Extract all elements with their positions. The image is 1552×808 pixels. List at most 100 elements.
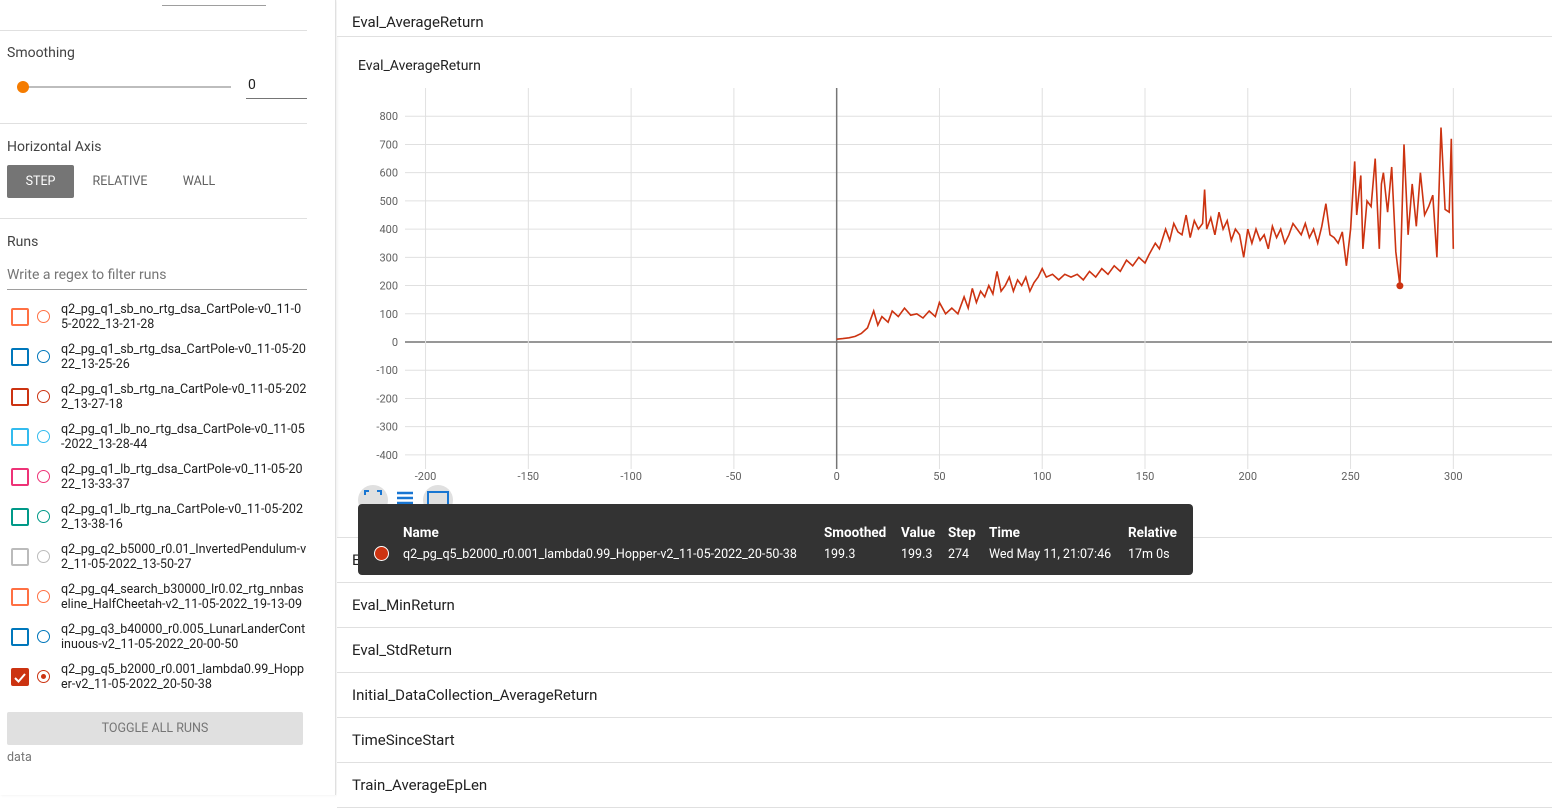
data-table-icon[interactable] — [397, 491, 413, 505]
separator — [0, 218, 307, 219]
run-checkbox[interactable] — [11, 468, 29, 486]
run-name: q2_pg_q1_sb_rtg_na_CartPole-v0_11-05-202… — [61, 382, 307, 412]
y-tick-label: -200 — [376, 392, 398, 405]
run-color[interactable] — [37, 390, 50, 403]
run-checkbox[interactable] — [11, 668, 29, 686]
run-checkbox[interactable] — [11, 508, 29, 526]
run-checkbox[interactable] — [11, 588, 29, 606]
x-tick-label: 300 — [1444, 470, 1463, 483]
x-tick-label: -150 — [518, 470, 540, 483]
run-item: q2_pg_q1_lb_no_rtg_dsa_CartPole-v0_11-05… — [0, 422, 320, 462]
input-underline — [162, 5, 266, 6]
sidebar: Smoothing 0 Horizontal Axis STEP RELATIVE… — [0, 0, 336, 795]
y-tick-label: 0 — [392, 336, 398, 349]
x-tick-label: 50 — [933, 470, 945, 483]
section-title: Initial_DataCollection_AverageReturn — [352, 686, 598, 704]
y-tick-label: -300 — [376, 421, 398, 434]
run-checkbox[interactable] — [11, 308, 29, 326]
runs-label: Runs — [7, 234, 39, 250]
tooltip-cell: Wed May 11, 21:07:46 — [989, 547, 1112, 562]
chart-card: Eval_AverageReturn -400 -300 -200 -100 0 100 2… — [337, 37, 1552, 538]
run-name: q2_pg_q4_search_b30000_lr0.02_rtg_nnbase… — [61, 582, 304, 612]
slider-track[interactable] — [22, 86, 231, 88]
input-underline — [246, 98, 307, 99]
y-tick-label: 500 — [379, 195, 398, 208]
section-header[interactable]: TimeSinceStart — [337, 718, 1552, 763]
chart-title: Eval_AverageReturn — [358, 58, 481, 74]
run-checkbox[interactable] — [11, 348, 29, 366]
smoothing-value[interactable]: 0 — [248, 77, 256, 93]
y-tick-label: -400 — [376, 449, 398, 462]
section-header[interactable]: Eval_MinReturn — [337, 583, 1552, 628]
fullscreen-icon[interactable] — [364, 490, 382, 510]
x-tick-label: 150 — [1136, 470, 1155, 483]
run-color[interactable] — [37, 310, 50, 323]
data-dir: data — [7, 750, 32, 765]
tooltip-header: Smoothed — [824, 525, 887, 541]
x-tick-label: 200 — [1239, 470, 1258, 483]
x-tick-label: -100 — [620, 470, 642, 483]
section-title: TimeSinceStart — [352, 731, 455, 749]
run-color[interactable] — [37, 470, 50, 483]
tooltip-cell: 199.3 — [901, 547, 933, 562]
run-checkbox[interactable] — [11, 428, 29, 446]
tooltip-cell: 199.3 — [824, 547, 856, 562]
run-color[interactable] — [37, 350, 50, 363]
x-tick-label: 0 — [834, 470, 840, 483]
axis-option-button[interactable]: WALL — [182, 174, 216, 189]
series-line — [836, 127, 1455, 340]
run-name: q2_pg_q2_b5000_r0.01_InvertedPendulum-v2… — [61, 542, 307, 572]
axis-option-button[interactable]: STEP — [7, 165, 74, 198]
chart: Eval_AverageReturn -400 -300 -200 -100 0 100 2… — [358, 58, 1552, 515]
run-checkbox[interactable] — [11, 628, 29, 646]
tooltip-cell: 17m 0s — [1128, 547, 1170, 562]
run-item: q2_pg_q4_search_b30000_lr0.02_rtg_nnbase… — [0, 582, 320, 622]
tooltip-cell: q2_pg_q5_b2000_r0.001_lambda0.99_Hopper-… — [403, 547, 797, 562]
section-header[interactable]: Eval_AverageReturn — [337, 0, 1552, 37]
tooltip: Name q2_pg_q5_b2000_r0.001_lambda0.99_Hop… — [358, 504, 1193, 575]
run-name: q2_pg_q1_lb_no_rtg_dsa_CartPole-v0_11-05… — [61, 422, 305, 452]
tooltip-cell: 274 — [948, 547, 970, 562]
run-item: q2_pg_q1_sb_no_rtg_dsa_CartPole-v0_11-05… — [0, 302, 320, 342]
run-color[interactable] — [37, 630, 50, 643]
y-tick-label: 200 — [379, 280, 398, 293]
y-tick-label: 100 — [379, 308, 398, 321]
y-tick-label: 400 — [379, 223, 398, 236]
hover-point — [1396, 282, 1404, 290]
section-title: Eval_MinReturn — [352, 596, 455, 614]
tooltip-header: Step — [948, 525, 976, 541]
run-color[interactable] — [37, 590, 50, 603]
run-item: q2_pg_q1_lb_rtg_dsa_CartPole-v0_11-05-20… — [0, 462, 320, 502]
run-checkbox[interactable] — [11, 548, 29, 566]
section-title: Eval_AverageReturn — [352, 13, 484, 31]
filter-placeholder[interactable]: Write a regex to filter runs — [7, 267, 167, 283]
tooltip-header: Time — [989, 525, 1020, 541]
x-tick-label: -200 — [415, 470, 437, 483]
run-item: q2_pg_q1_lb_rtg_na_CartPole-v0_11-05-202… — [0, 502, 320, 542]
run-color[interactable] — [37, 510, 50, 523]
toggle-all-button[interactable]: TOGGLE ALL RUNS — [7, 712, 303, 745]
run-color[interactable] — [37, 670, 50, 683]
run-name: q2_pg_q1_lb_rtg_na_CartPole-v0_11-05-202… — [61, 502, 303, 532]
run-checkbox[interactable] — [11, 388, 29, 406]
y-tick-label: 700 — [379, 138, 398, 151]
section-header[interactable]: Eval_StdReturn — [337, 628, 1552, 673]
tooltip-header: Value — [901, 525, 936, 541]
y-tick-label: 300 — [379, 251, 398, 264]
run-item: q2_pg_q1_sb_rtg_na_CartPole-v0_11-05-202… — [0, 382, 320, 422]
horizontal-axis-label: Horizontal Axis — [7, 139, 102, 155]
run-name: q2_pg_q1_sb_no_rtg_dsa_CartPole-v0_11-05… — [61, 302, 302, 332]
slider-knob[interactable] — [17, 81, 29, 93]
run-color[interactable] — [37, 430, 50, 443]
section-title: Eval_StdReturn — [352, 641, 453, 659]
run-color[interactable] — [37, 550, 50, 563]
axis-option-button[interactable]: RELATIVE — [92, 174, 148, 189]
tooltip-header: Relative — [1128, 525, 1177, 541]
run-name: q2_pg_q3_b40000_r0.005_LunarLanderContin… — [61, 622, 306, 652]
section-title: Train_AverageEpLen — [352, 776, 488, 794]
section-header[interactable]: Train_AverageEpLen — [337, 763, 1552, 808]
y-tick-label: -100 — [376, 364, 398, 377]
section-header[interactable]: Initial_DataCollection_AverageReturn — [337, 673, 1552, 718]
run-item: q2_pg_q1_sb_rtg_dsa_CartPole-v0_11-05-20… — [0, 342, 320, 382]
